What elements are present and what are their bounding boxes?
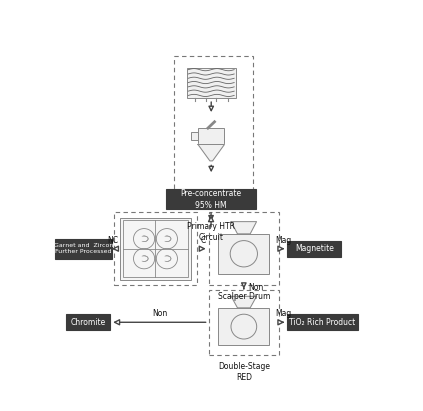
Bar: [209, 212, 279, 285]
Text: Chromite: Chromite: [71, 318, 106, 327]
Text: TiO₂ Rich Product: TiO₂ Rich Product: [289, 318, 356, 327]
Text: NC: NC: [107, 236, 118, 245]
Bar: [287, 241, 341, 256]
Circle shape: [157, 229, 178, 249]
Bar: [66, 314, 110, 330]
Bar: [287, 314, 358, 330]
Text: Mag: Mag: [275, 309, 291, 319]
Polygon shape: [198, 145, 225, 161]
Bar: [123, 220, 188, 277]
Circle shape: [230, 240, 258, 267]
Text: Double-Stage
RED: Double-Stage RED: [218, 362, 270, 382]
Bar: [218, 308, 269, 345]
Bar: [191, 132, 198, 140]
Circle shape: [231, 314, 257, 339]
Bar: [55, 239, 112, 259]
Polygon shape: [231, 222, 256, 234]
Text: Scalper Drum: Scalper Drum: [218, 292, 270, 301]
Bar: [187, 67, 236, 97]
Bar: [218, 234, 269, 274]
Text: Garnet and  Zircon
Further Processed: Garnet and Zircon Further Processed: [54, 243, 113, 254]
Circle shape: [157, 248, 178, 269]
Polygon shape: [231, 296, 256, 308]
Bar: [209, 290, 279, 355]
Text: Mag: Mag: [275, 236, 291, 245]
Text: Magnetite: Magnetite: [295, 244, 334, 253]
Text: Pre-concentrate
95% HM: Pre-concentrate 95% HM: [181, 189, 242, 210]
Text: Primary HTR
Circuit: Primary HTR Circuit: [187, 222, 235, 242]
Bar: [120, 218, 191, 279]
Text: Non: Non: [152, 309, 167, 319]
Bar: [174, 55, 253, 190]
Text: Non: Non: [248, 283, 263, 292]
Circle shape: [134, 248, 155, 269]
Circle shape: [134, 229, 155, 249]
Bar: [113, 212, 197, 285]
Text: C: C: [200, 236, 206, 245]
Bar: [166, 189, 256, 209]
Bar: [198, 128, 225, 145]
